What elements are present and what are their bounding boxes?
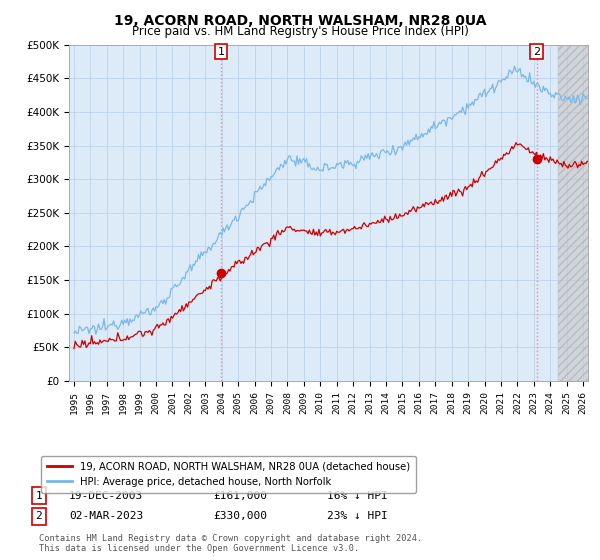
Text: 02-MAR-2023: 02-MAR-2023 <box>69 511 143 521</box>
Text: This data is licensed under the Open Government Licence v3.0.: This data is licensed under the Open Gov… <box>39 544 359 553</box>
Text: £161,000: £161,000 <box>213 491 267 501</box>
Legend: 19, ACORN ROAD, NORTH WALSHAM, NR28 0UA (detached house), HPI: Average price, de: 19, ACORN ROAD, NORTH WALSHAM, NR28 0UA … <box>41 456 416 493</box>
Text: 19-DEC-2003: 19-DEC-2003 <box>69 491 143 501</box>
Text: 2: 2 <box>35 511 43 521</box>
Text: 19, ACORN ROAD, NORTH WALSHAM, NR28 0UA: 19, ACORN ROAD, NORTH WALSHAM, NR28 0UA <box>114 14 486 28</box>
Text: 1: 1 <box>35 491 43 501</box>
Text: 2: 2 <box>533 46 540 57</box>
Bar <box>559 45 600 381</box>
Text: 16% ↓ HPI: 16% ↓ HPI <box>327 491 388 501</box>
Text: 1: 1 <box>218 46 224 57</box>
Text: Price paid vs. HM Land Registry's House Price Index (HPI): Price paid vs. HM Land Registry's House … <box>131 25 469 38</box>
Text: £330,000: £330,000 <box>213 511 267 521</box>
Text: 23% ↓ HPI: 23% ↓ HPI <box>327 511 388 521</box>
Text: Contains HM Land Registry data © Crown copyright and database right 2024.: Contains HM Land Registry data © Crown c… <box>39 534 422 543</box>
